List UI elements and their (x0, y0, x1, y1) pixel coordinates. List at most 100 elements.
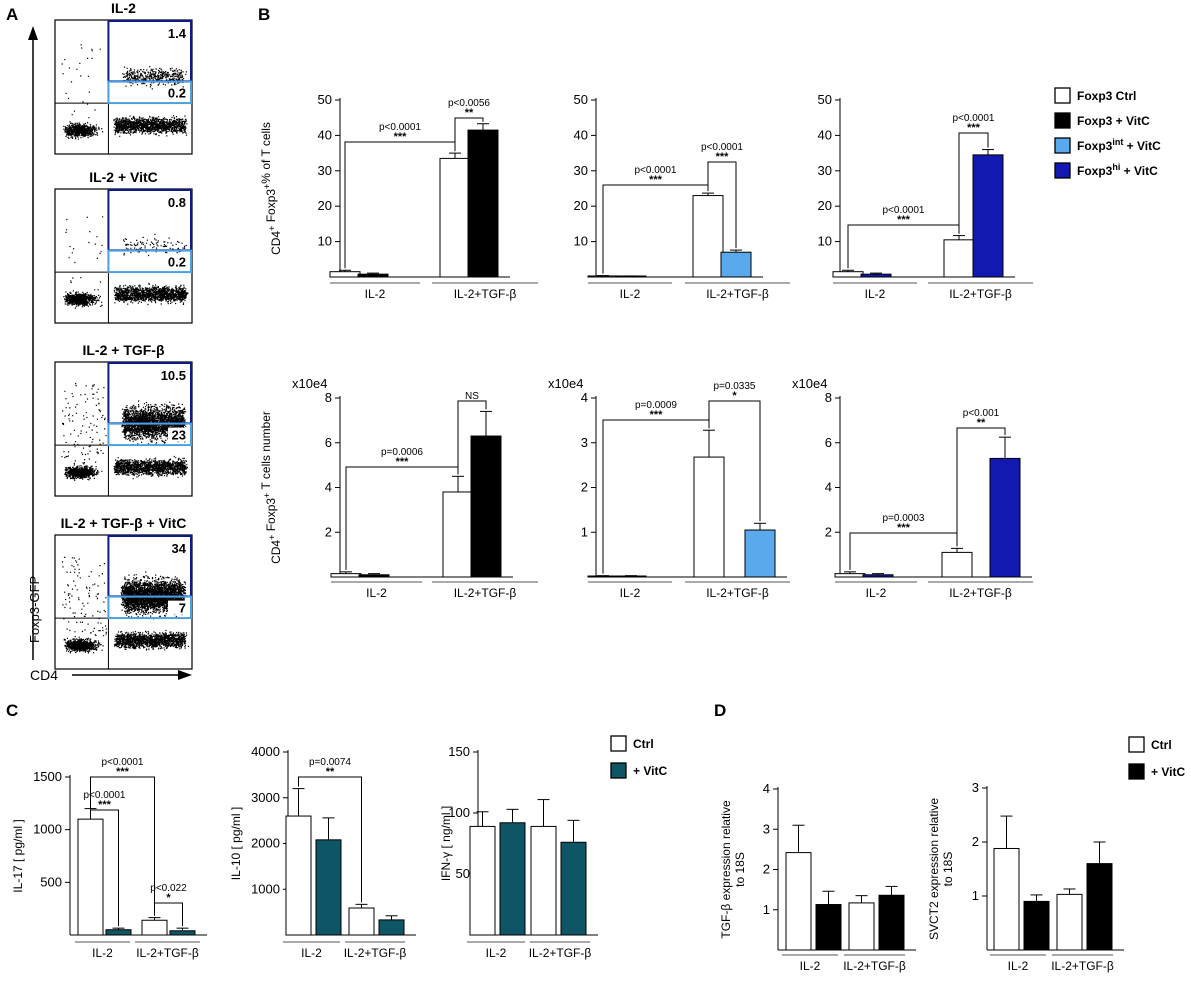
y-tick-label: 6 (825, 435, 832, 450)
flow-dots (61, 556, 190, 654)
significance-bracket (298, 776, 362, 903)
y-tick-label: 30 (318, 163, 332, 178)
bar (329, 271, 361, 278)
category-label: IL-2+TGF-β (136, 946, 199, 960)
bar (834, 573, 866, 578)
y-axis-label: SVCT2 expression relativeto 18S (927, 798, 955, 940)
p-value-label: p<0.0001 (883, 205, 925, 216)
bar (560, 841, 587, 936)
legend-label: Ctrl (633, 737, 654, 751)
significance-stars: * (166, 892, 171, 904)
significance-bracket (90, 776, 155, 916)
y-tick-label: 8 (325, 390, 332, 405)
flow-dot-cloud (61, 44, 188, 140)
significance-bracket (345, 466, 459, 570)
significance-bracket (90, 806, 119, 927)
p-value-label: p<0.0001 (102, 757, 144, 768)
y-tick-label: 1 (581, 524, 588, 539)
p-value-label: p<0.0001 (635, 165, 677, 176)
y-tick-label: 1000 (33, 822, 62, 837)
significance-bracket (454, 117, 484, 152)
flow-plot-title: IL-2 + TGF-β + VitC (61, 515, 187, 531)
category-label: IL-2+TGF-β (1051, 959, 1114, 973)
bar (467, 129, 499, 278)
significance-stars: ** (977, 417, 986, 429)
y-tick-label: 4000 (251, 744, 280, 759)
y-axis-label: CD4+ Foxp3+% of T cells (259, 122, 283, 255)
bar (315, 839, 342, 936)
category-label: IL-2 (301, 946, 322, 960)
y-axis-label: IL-17 [ pg/ml ] (11, 819, 25, 892)
y-tick-label: 2 (581, 480, 588, 495)
y-tick-label: 100 (448, 805, 470, 820)
chart-scale-label: x10e4 (792, 376, 827, 391)
gate-int-value: 23 (172, 428, 186, 443)
gate-foxp3-int (107, 595, 192, 620)
y-tick-label: 4 (325, 480, 332, 495)
flow-cytometry-panel: Foxp3-GFP CD4 IL-2 1.4 0.2 IL-2 + VitC 0.8 0.… (27, 0, 193, 683)
bar (499, 822, 526, 936)
significance-bracket (956, 427, 1006, 547)
y-tick-label: 1 (763, 902, 770, 917)
bar (105, 929, 132, 936)
legend-swatch (1054, 162, 1071, 179)
flow-plot: IL-2 + TGF-β + VitC 34 7 (54, 515, 193, 670)
significance-bracket (707, 161, 737, 249)
legend-panel-c: Ctrl + VitC (610, 735, 667, 779)
legend-swatch (1128, 736, 1145, 753)
p-value-label: p<0.0001 (701, 142, 743, 153)
category-label: IL-2 (365, 287, 386, 301)
y-tick-label: 3 (972, 780, 979, 795)
flow-y-axis-label: Foxp3-GFP (27, 576, 42, 643)
significance-stars: *** (396, 456, 410, 468)
chart-scale-label: x10e4 (292, 376, 327, 391)
y-tick-label: 10 (318, 234, 332, 249)
significance-bracket (602, 184, 709, 274)
y-tick-label: 40 (574, 127, 588, 142)
y-tick-label: 4 (763, 781, 770, 796)
category-label: IL-2 (92, 946, 113, 960)
bar (330, 573, 362, 578)
p-value-label: p=0.0003 (883, 513, 925, 524)
y-tick-label: 40 (818, 127, 832, 142)
legend-label: Foxp3 + VitC (1077, 114, 1150, 128)
y-tick-label: 20 (818, 198, 832, 213)
significance-bracket (457, 400, 487, 475)
significance-bracket (344, 141, 456, 269)
p-value-label: p=0.0009 (635, 400, 677, 411)
bar (693, 456, 725, 578)
value-backdrop (168, 427, 188, 442)
bar (348, 907, 375, 936)
gate-hi-value: 1.4 (168, 26, 187, 41)
flow-plot: IL-2 1.4 0.2 (54, 0, 193, 155)
significance-bracket (708, 400, 761, 522)
chart-c3: 50 100 150 IFN-γ [ ng/ml ] IL-2 IL-2+TGF-β (439, 744, 598, 960)
chart-d2: 1 2 3 SVCT2 expression relativeto 18S IL-2 IL… (927, 780, 1124, 973)
category-label: IL-2 (866, 586, 887, 600)
y-axis-label: CD4+ Foxp3+ T cells number (259, 411, 283, 564)
bar (141, 919, 168, 936)
category-label: IL-2 (800, 959, 821, 973)
gate-foxp3-int (107, 249, 192, 274)
bar (587, 275, 619, 278)
y-axis-label: IL-10 [ pg/ml ] (229, 807, 243, 880)
panel-letter-d: D (714, 701, 726, 720)
legend-label: + VitC (1151, 765, 1185, 779)
gate-int-value: 7 (179, 601, 186, 616)
bar (530, 825, 557, 936)
category-label: IL-2+TGF-β (344, 946, 407, 960)
arrow-right-icon (178, 670, 192, 680)
y-tick-label: 30 (818, 163, 832, 178)
gate-int-value: 0.2 (168, 255, 186, 270)
flow-x-axis-label: CD4 (30, 667, 58, 683)
significance-stars: ** (326, 766, 335, 778)
legend-swatch (1054, 112, 1071, 129)
significance-stars: *** (649, 174, 663, 186)
bar (744, 529, 776, 578)
category-label: IL-2+TGF-β (843, 959, 906, 973)
chart-b1: 10 20 30 40 50 CD4+ Foxp3+% of T cells IL-2 IL-… (259, 92, 538, 301)
y-axis-label: TGF-β expression relativeto 18S (719, 800, 747, 939)
p-value-label: p<0.0001 (953, 113, 995, 124)
bar (993, 847, 1020, 951)
